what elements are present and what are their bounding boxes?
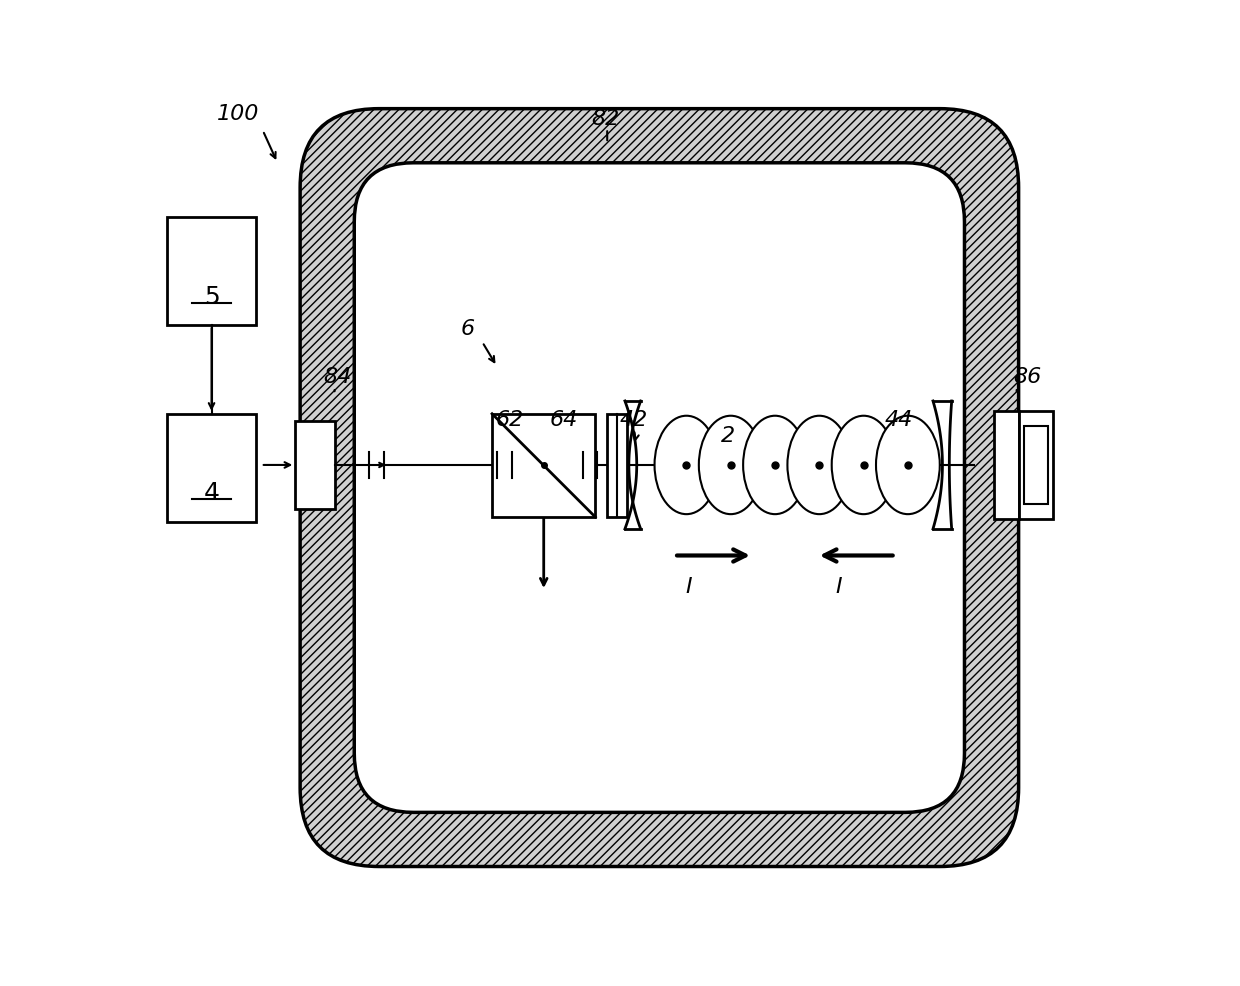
Text: 4: 4 xyxy=(203,481,219,505)
Bar xyxy=(492,414,595,518)
Ellipse shape xyxy=(832,416,895,515)
Text: 6: 6 xyxy=(460,318,475,338)
FancyBboxPatch shape xyxy=(300,109,1018,867)
Bar xyxy=(994,411,1018,520)
Bar xyxy=(167,218,255,325)
Text: 100: 100 xyxy=(217,105,259,124)
Ellipse shape xyxy=(787,416,851,515)
Ellipse shape xyxy=(743,416,807,515)
Ellipse shape xyxy=(655,416,718,515)
Bar xyxy=(167,414,255,523)
Text: $I$: $I$ xyxy=(684,577,693,597)
Text: 84: 84 xyxy=(324,367,352,387)
FancyBboxPatch shape xyxy=(355,164,965,812)
Bar xyxy=(608,414,627,518)
Ellipse shape xyxy=(699,416,763,515)
Text: 62: 62 xyxy=(496,409,523,429)
Text: 5: 5 xyxy=(203,284,219,309)
Bar xyxy=(1023,426,1048,505)
Text: 44: 44 xyxy=(884,409,913,429)
Bar xyxy=(1018,411,1053,520)
Text: 82: 82 xyxy=(591,109,619,129)
Text: $I$: $I$ xyxy=(836,577,843,597)
Ellipse shape xyxy=(875,416,940,515)
Text: 42: 42 xyxy=(620,409,649,429)
Text: 2: 2 xyxy=(722,426,735,446)
Bar xyxy=(295,421,335,510)
Text: 64: 64 xyxy=(549,409,578,429)
Text: 86: 86 xyxy=(1013,367,1042,387)
